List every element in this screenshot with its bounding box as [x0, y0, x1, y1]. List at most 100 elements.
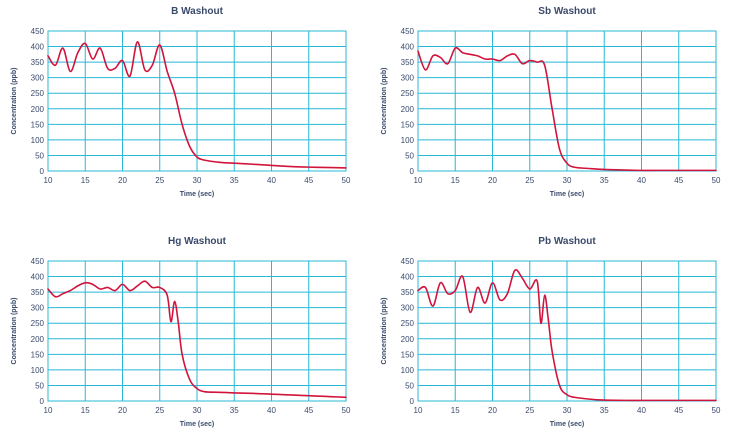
- y-tick-label: 450: [31, 27, 45, 36]
- y-tick-label: 100: [31, 136, 45, 145]
- y-tick-label: 400: [31, 273, 45, 282]
- x-tick-label: 15: [451, 406, 460, 415]
- y-tick-label: 250: [31, 319, 45, 328]
- chart-panel-2: Sb Washout 0 50 100 150 200 250 300 350 400 450 10 1…: [381, 6, 721, 198]
- x-tick-label: 15: [451, 176, 460, 185]
- x-tick-label: 15: [81, 176, 90, 185]
- y-tick-label: 400: [401, 273, 415, 282]
- x-tick-label: 15: [81, 406, 90, 415]
- x-tick-label: 10: [414, 176, 423, 185]
- x-tick-label: 35: [600, 176, 609, 185]
- x-tick-label: 45: [304, 406, 313, 415]
- chart-panel-4: Pb Washout 0 50 100 150 200 250 300 350 400 450 10 1…: [381, 236, 721, 428]
- y-tick-label: 450: [401, 257, 415, 266]
- x-tick-label: 35: [230, 176, 239, 185]
- chart-title: B Washout: [171, 6, 224, 17]
- plot-frame: [47, 30, 347, 172]
- x-tick-label: 25: [155, 176, 164, 185]
- x-tick-label: 10: [44, 176, 53, 185]
- y-tick-label: 250: [401, 319, 415, 328]
- x-tick-label: 45: [674, 406, 683, 415]
- chart-panel-3: Hg Washout 0 50 100 150 200 250 300 350 400 450 10 1…: [11, 236, 351, 428]
- y-tick-label: 150: [401, 350, 415, 359]
- y-tick-label: 300: [31, 74, 45, 83]
- x-tick-label: 50: [712, 406, 721, 415]
- x-tick-label: 30: [193, 406, 202, 415]
- x-tick-label: 30: [563, 176, 572, 185]
- x-tick-label: 25: [525, 176, 534, 185]
- x-tick-label: 25: [525, 406, 534, 415]
- y-tick-label: 400: [401, 43, 415, 52]
- y-tick-label: 200: [401, 105, 415, 114]
- y-tick-label: 250: [31, 89, 45, 98]
- x-tick-label: 20: [488, 176, 497, 185]
- y-tick-label: 350: [31, 58, 45, 67]
- chart-title: Pb Washout: [538, 236, 596, 247]
- y-tick-label: 400: [31, 43, 45, 52]
- y-axis-label: Concentration (ppb): [381, 298, 388, 365]
- y-tick-label: 0: [410, 397, 415, 406]
- x-axis-label: Time (sec): [550, 191, 585, 198]
- plot-frame: [47, 260, 347, 402]
- x-tick-label: 40: [637, 176, 646, 185]
- y-tick-label: 100: [31, 366, 45, 375]
- plot-frame: [417, 30, 717, 172]
- x-tick-label: 30: [563, 406, 572, 415]
- y-tick-label: 200: [31, 105, 45, 114]
- series-line: [47, 41, 347, 169]
- x-tick-label: 50: [712, 176, 721, 185]
- y-tick-label: 450: [401, 27, 415, 36]
- series-line: [417, 46, 717, 172]
- y-axis-label: Concentration (ppb): [11, 298, 18, 365]
- x-axis-label: Time (sec): [550, 421, 585, 428]
- y-tick-label: 200: [401, 335, 415, 344]
- y-tick-label: 350: [31, 288, 45, 297]
- y-tick-label: 300: [401, 304, 415, 313]
- x-tick-label: 25: [155, 406, 164, 415]
- y-tick-label: 350: [401, 288, 415, 297]
- x-tick-label: 40: [267, 176, 276, 185]
- x-tick-label: 10: [44, 406, 53, 415]
- x-tick-label: 50: [342, 406, 351, 415]
- x-tick-label: 20: [118, 406, 127, 415]
- y-tick-label: 450: [31, 257, 45, 266]
- y-tick-label: 100: [401, 366, 415, 375]
- y-tick-label: 0: [410, 167, 415, 176]
- plot-frame: [417, 260, 717, 402]
- y-tick-label: 0: [40, 167, 45, 176]
- x-tick-label: 10: [414, 406, 423, 415]
- y-tick-label: 150: [401, 120, 415, 129]
- y-tick-label: 50: [405, 151, 414, 160]
- x-tick-label: 40: [267, 406, 276, 415]
- x-tick-label: 20: [488, 406, 497, 415]
- y-tick-label: 350: [401, 58, 415, 67]
- y-tick-label: 150: [31, 350, 45, 359]
- y-tick-label: 250: [401, 89, 415, 98]
- y-axis-label: Concentration (ppb): [11, 68, 18, 135]
- x-tick-label: 45: [674, 176, 683, 185]
- y-tick-label: 50: [35, 151, 44, 160]
- y-tick-label: 50: [35, 381, 44, 390]
- x-tick-label: 35: [230, 406, 239, 415]
- x-tick-label: 20: [118, 176, 127, 185]
- y-axis-label: Concentration (ppb): [381, 68, 388, 135]
- y-tick-label: 300: [401, 74, 415, 83]
- x-tick-label: 40: [637, 406, 646, 415]
- series-line: [47, 280, 347, 399]
- chart-panel-1: B Washout 0 50 100 150 200 250 300 350 400 450 10 15…: [11, 6, 351, 198]
- x-axis-label: Time (sec): [180, 191, 215, 198]
- x-tick-label: 35: [600, 406, 609, 415]
- y-tick-label: 200: [31, 335, 45, 344]
- y-tick-label: 0: [40, 397, 45, 406]
- x-tick-label: 50: [342, 176, 351, 185]
- y-tick-label: 100: [401, 136, 415, 145]
- y-tick-label: 50: [405, 381, 414, 390]
- y-tick-label: 150: [31, 120, 45, 129]
- chart-title: Sb Washout: [538, 6, 596, 17]
- x-axis-label: Time (sec): [180, 421, 215, 428]
- chart-title: Hg Washout: [168, 236, 227, 247]
- x-tick-label: 30: [193, 176, 202, 185]
- x-tick-label: 45: [304, 176, 313, 185]
- y-tick-label: 300: [31, 304, 45, 313]
